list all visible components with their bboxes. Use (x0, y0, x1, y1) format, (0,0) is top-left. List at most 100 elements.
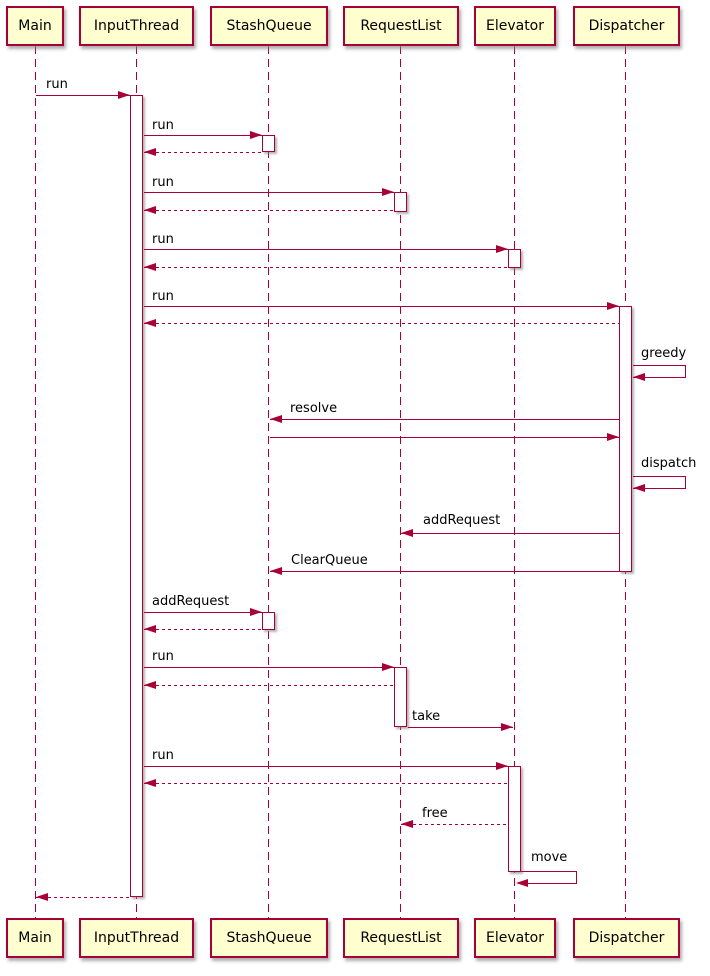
message-line (144, 192, 394, 193)
arrowhead-left-icon (401, 820, 413, 828)
message-label: run (152, 289, 174, 304)
message-line (144, 249, 508, 250)
return-line (36, 897, 130, 898)
participant-inputthread-bottom: InputThread (79, 918, 194, 958)
message-label: run (152, 175, 174, 190)
participant-dispatcher-bottom: Dispatcher (573, 918, 680, 958)
arrowhead-left-icon (633, 484, 645, 492)
self-call-loop (633, 476, 686, 489)
lifeline-main (35, 46, 36, 918)
message-line (144, 306, 619, 307)
participant-requestlist-bottom: RequestList (343, 918, 459, 958)
participant-requestlist-label: RequestList (360, 18, 442, 34)
return-line (144, 152, 262, 153)
return-line (144, 783, 508, 784)
participant-inputthread-top: InputThread (79, 6, 194, 46)
participant-requestlist-label: RequestList (360, 930, 442, 946)
self-call-loop (633, 365, 686, 378)
message-label: greedy (641, 346, 687, 361)
message-line (401, 533, 619, 534)
arrowhead-left-icon (144, 263, 156, 271)
participant-elevator-top: Elevator (474, 6, 556, 46)
participant-main-bottom: Main (6, 918, 64, 958)
message-label: run (152, 649, 174, 664)
return-line (401, 824, 508, 825)
message-line (144, 135, 262, 136)
message-label: free (422, 806, 448, 821)
arrowhead-right-icon (607, 302, 619, 310)
activation-stashqueue-1 (262, 135, 275, 152)
participant-main-label: Main (18, 18, 52, 34)
participant-stashqueue-bottom: StashQueue (210, 918, 328, 958)
arrowhead-left-icon (144, 319, 156, 327)
message-label: run (152, 232, 174, 247)
activation-stashqueue-2 (262, 612, 275, 630)
return-line (144, 210, 394, 211)
participant-stashqueue-top: StashQueue (210, 6, 328, 46)
activation-requestlist-2 (394, 667, 407, 727)
participant-requestlist-top: RequestList (343, 6, 459, 46)
arrowhead-left-icon (633, 373, 645, 381)
message-line (36, 95, 130, 96)
lifeline-elevator (514, 46, 515, 918)
message-line (270, 419, 619, 420)
arrowhead-right-icon (250, 608, 262, 616)
activation-dispatcher (619, 306, 632, 572)
participant-stashqueue-label: StashQueue (226, 930, 312, 946)
participant-inputthread-label: InputThread (93, 930, 180, 946)
return-line (144, 267, 508, 268)
participant-stashqueue-label: StashQueue (226, 18, 312, 34)
arrowhead-right-icon (496, 762, 508, 770)
message-label: run (46, 77, 68, 92)
message-line (270, 571, 619, 572)
arrowhead-right-icon (118, 91, 130, 99)
message-label: addRequest (152, 594, 230, 609)
participant-main-top: Main (6, 6, 64, 46)
arrowhead-right-icon (250, 131, 262, 139)
activation-elevator-2 (508, 766, 521, 872)
arrowhead-left-icon (144, 681, 156, 689)
message-label: run (152, 118, 174, 133)
return-line (144, 629, 262, 630)
activation-requestlist-1 (394, 192, 407, 212)
arrowhead-left-icon (270, 415, 282, 423)
participant-dispatcher-label: Dispatcher (588, 18, 665, 34)
participant-elevator-bottom: Elevator (474, 918, 556, 958)
message-line (144, 766, 508, 767)
participant-dispatcher-label: Dispatcher (588, 930, 665, 946)
arrowhead-left-icon (144, 779, 156, 787)
message-label: move (531, 850, 568, 865)
message-line (144, 667, 394, 668)
message-label: ClearQueue (291, 553, 368, 568)
message-line (408, 727, 513, 728)
arrowhead-left-icon (144, 206, 156, 214)
self-call-loop (521, 871, 577, 884)
arrowhead-right-icon (382, 188, 394, 196)
arrowhead-left-icon (144, 625, 156, 633)
arrowhead-left-icon (36, 893, 48, 901)
participant-elevator-label: Elevator (485, 18, 545, 34)
arrowhead-left-icon (516, 879, 528, 887)
return-line (144, 685, 394, 686)
message-label: run (152, 748, 174, 763)
message-label: dispatch (641, 456, 697, 471)
message-label: resolve (290, 401, 338, 416)
arrowhead-right-icon (496, 245, 508, 253)
message-label: addRequest (423, 513, 501, 528)
participant-main-label: Main (18, 930, 52, 946)
return-line (144, 323, 619, 324)
message-line (144, 612, 262, 613)
arrowhead-left-icon (144, 148, 156, 156)
arrowhead-left-icon (270, 567, 282, 575)
message-line (270, 437, 619, 438)
arrowhead-right-icon (501, 723, 513, 731)
lifeline-requestlist (400, 46, 401, 918)
arrowhead-left-icon (401, 529, 413, 537)
arrowhead-right-icon (382, 663, 394, 671)
arrowhead-right-icon (607, 433, 619, 441)
message-label: take (412, 709, 441, 724)
activation-inputthread (130, 95, 143, 897)
participant-elevator-label: Elevator (485, 930, 545, 946)
participant-inputthread-label: InputThread (93, 18, 180, 34)
